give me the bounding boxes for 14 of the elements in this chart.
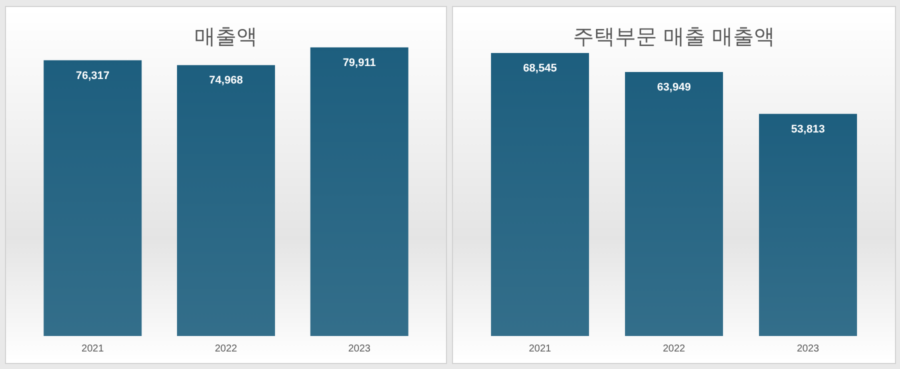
data-label: 79,911 [342, 56, 376, 69]
x-tick-label: 2022 [662, 344, 686, 354]
x-tick-label: 2021 [82, 344, 104, 354]
x-tick-label: 2023 [796, 344, 820, 354]
data-label: 68,545 [523, 62, 557, 75]
x-tick-label: 2023 [348, 344, 371, 354]
chart-title: 주택부문 매출 매출액 [572, 24, 776, 48]
x-tick-label: 2022 [214, 344, 238, 354]
data-label: 74,968 [209, 74, 243, 87]
data-label: 53,813 [791, 123, 825, 136]
data-label: 63,949 [657, 81, 691, 94]
data-label: 76,317 [76, 70, 110, 82]
chart-title: 매출액 [194, 24, 258, 48]
x-tick-label: 2021 [528, 344, 552, 354]
